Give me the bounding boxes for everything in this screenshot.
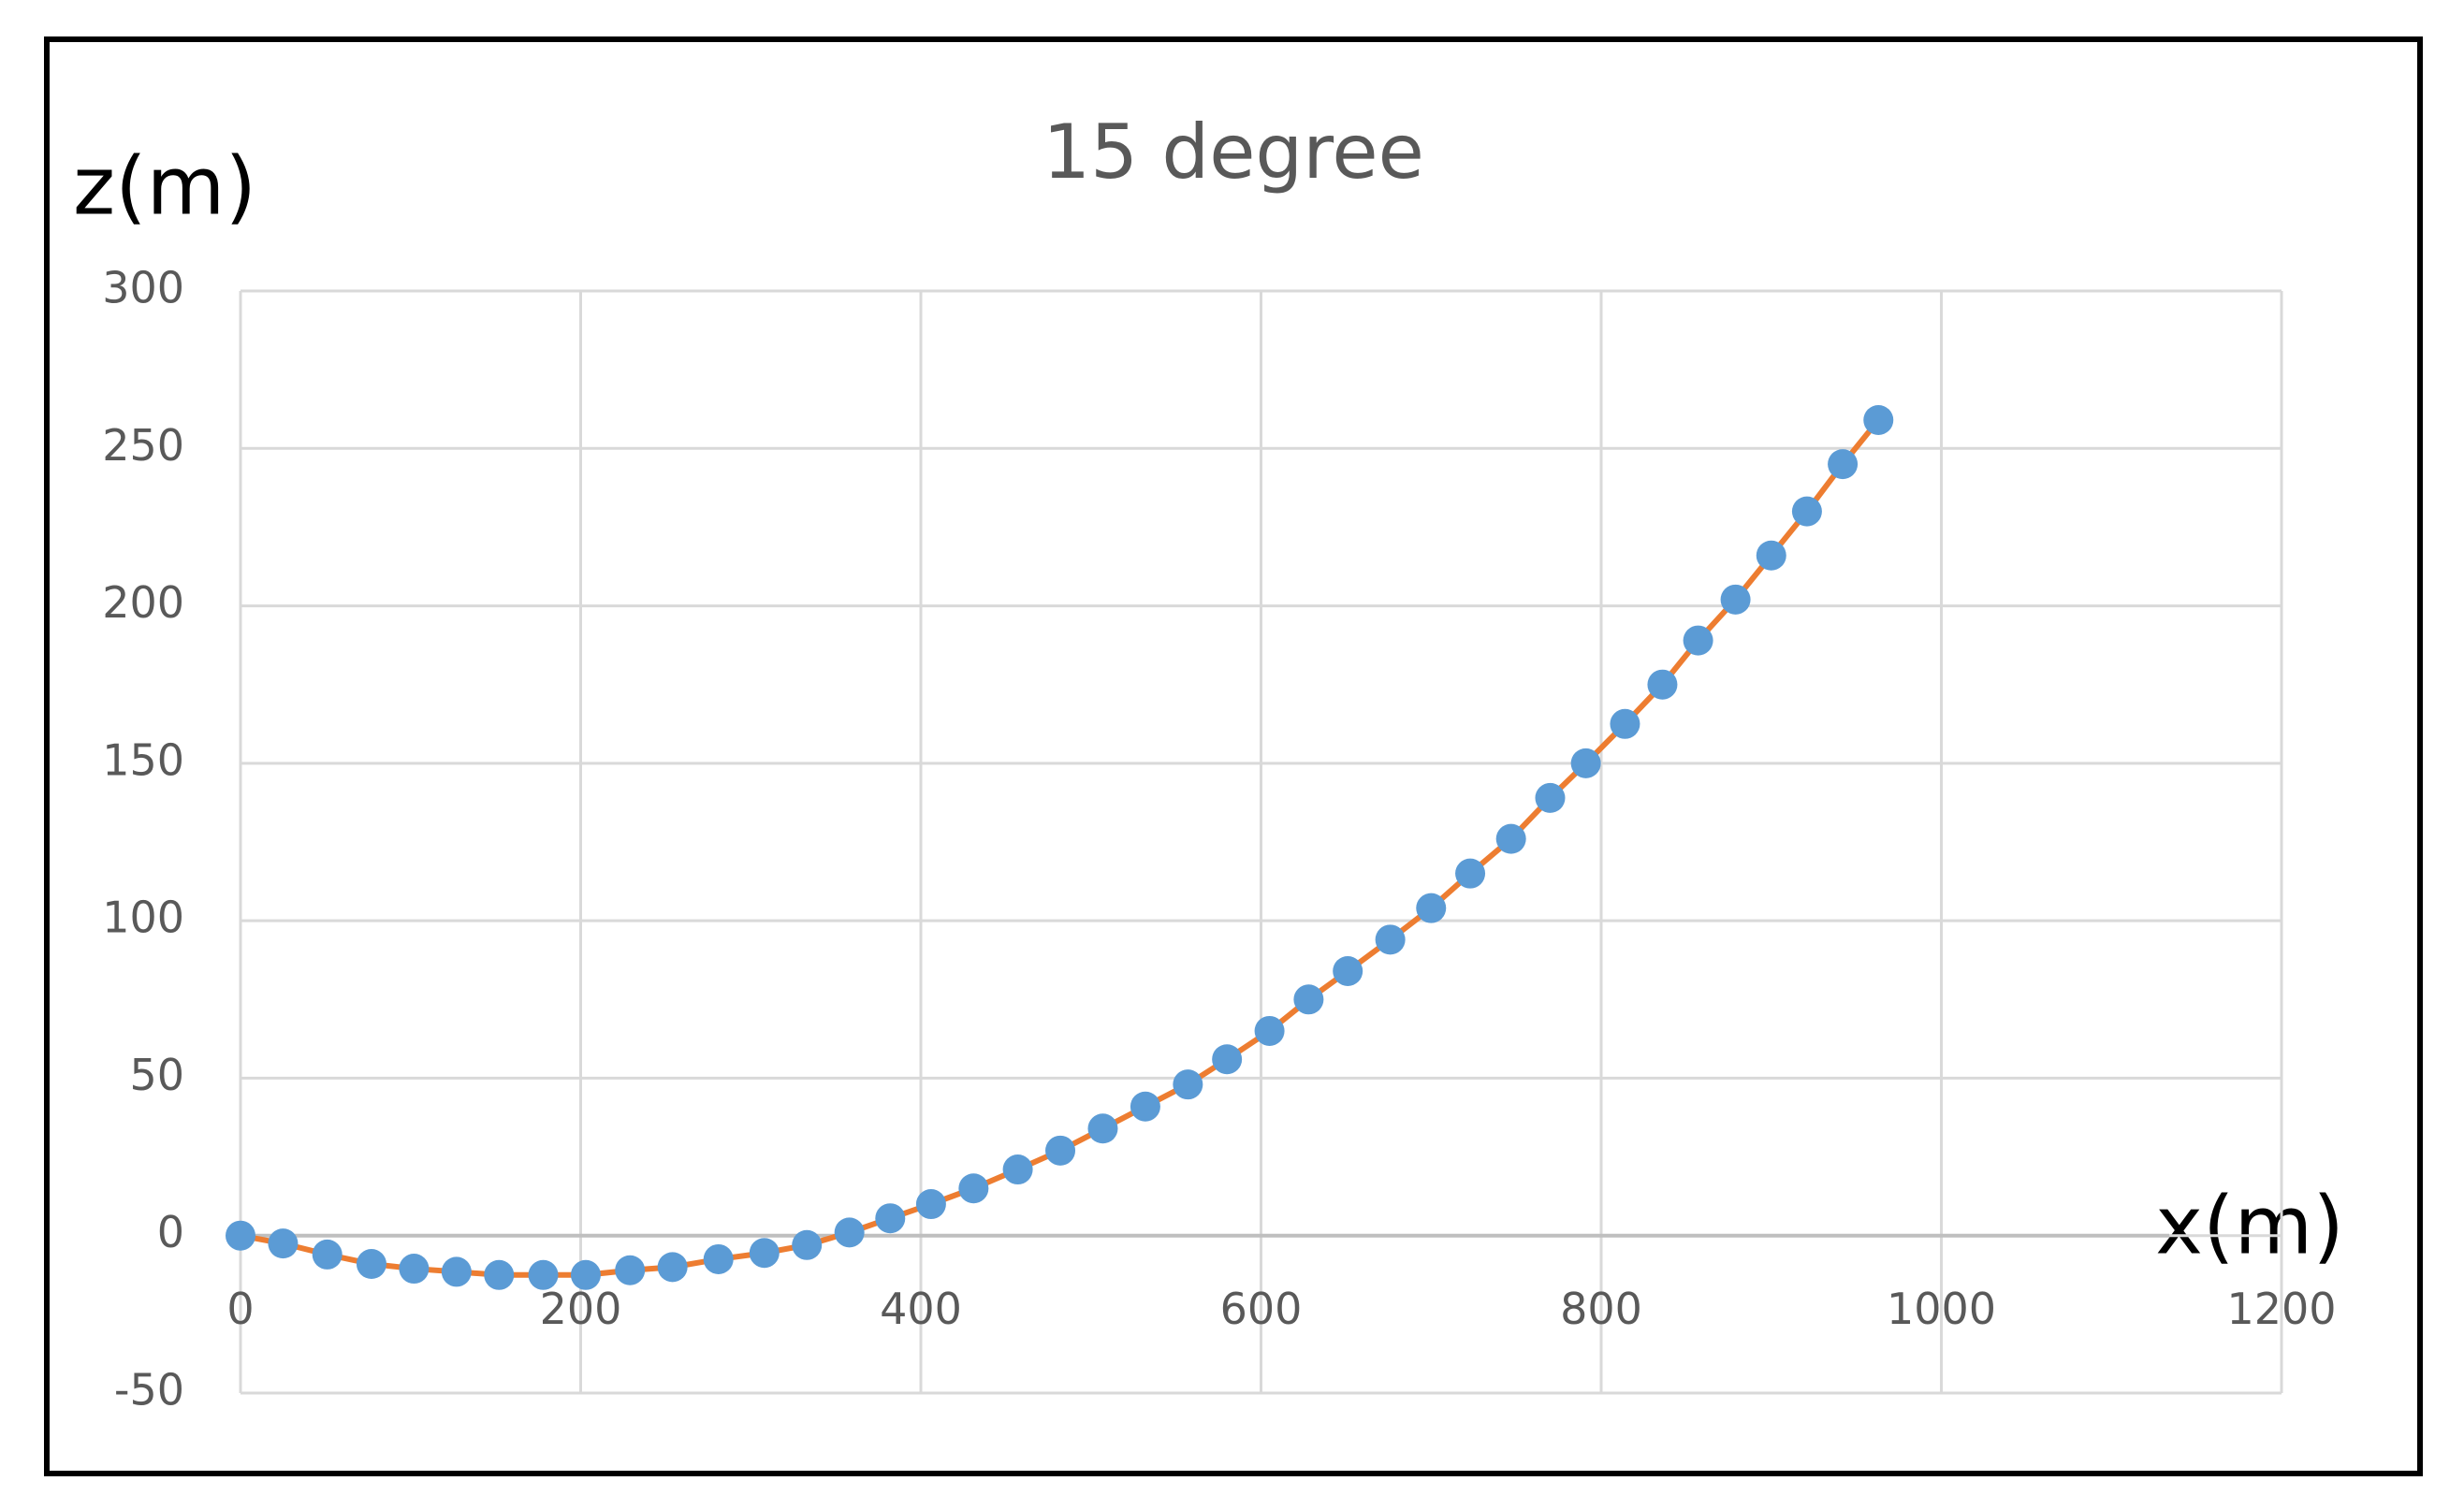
data-point: [1455, 858, 1486, 889]
data-point: [1375, 924, 1406, 955]
data-point: [484, 1259, 515, 1290]
data-point: [1212, 1044, 1243, 1075]
data-point: [528, 1259, 559, 1290]
y-tick-label: 150: [102, 734, 184, 785]
data-point: [1045, 1135, 1076, 1166]
y-tick-label: 300: [102, 263, 184, 313]
data-point: [1173, 1069, 1203, 1100]
data-point: [1863, 404, 1894, 435]
data-point: [356, 1249, 386, 1280]
data-point: [1254, 1015, 1285, 1046]
data-point: [657, 1252, 688, 1283]
data-point: [570, 1259, 601, 1290]
x-tick-label: 400: [880, 1284, 962, 1334]
data-point: [312, 1239, 343, 1270]
data-point: [1495, 823, 1526, 854]
y-tick-label: 100: [102, 893, 184, 943]
y-tick-label: 250: [102, 420, 184, 471]
data-point: [749, 1238, 780, 1269]
data-point: [915, 1189, 946, 1220]
data-point: [1647, 669, 1678, 700]
data-point: [958, 1173, 989, 1204]
x-tick-label: 600: [1220, 1284, 1303, 1334]
x-axis-label: x(m): [2155, 1179, 2344, 1272]
x-tick-label: 1000: [1887, 1284, 1996, 1334]
data-point: [1130, 1091, 1160, 1122]
data-point: [615, 1255, 646, 1285]
data-point: [1720, 584, 1751, 615]
data-point: [1535, 782, 1566, 813]
data-point: [1683, 625, 1713, 656]
data-point: [399, 1254, 430, 1285]
y-axis-label: z(m): [73, 139, 256, 233]
data-point: [1002, 1154, 1033, 1185]
data-point: [703, 1243, 734, 1274]
y-tick-label: 200: [102, 577, 184, 628]
data-point: [1828, 449, 1859, 480]
data-point: [1756, 540, 1786, 571]
y-tick-label: 50: [129, 1050, 184, 1100]
data-point: [1087, 1113, 1118, 1144]
x-tick-label: 800: [1560, 1284, 1642, 1334]
data-point: [1333, 955, 1363, 986]
data-point: [1610, 708, 1640, 739]
data-point: [834, 1217, 865, 1248]
x-tick-label: 1200: [2226, 1284, 2336, 1334]
x-tick-label: 0: [226, 1284, 254, 1334]
y-tick-label: -50: [114, 1365, 184, 1416]
data-point: [875, 1203, 906, 1234]
data-point: [1570, 748, 1601, 778]
data-point: [226, 1220, 255, 1251]
data-point: [268, 1228, 299, 1259]
chart-title: 15 degree: [1042, 109, 1424, 196]
data-point: [441, 1256, 472, 1287]
frame: [44, 36, 2423, 1476]
data-point: [792, 1229, 823, 1260]
data-point: [1416, 893, 1447, 923]
data-point: [1791, 496, 1822, 527]
data-point: [1293, 984, 1324, 1015]
x-tick-label: 200: [540, 1284, 622, 1334]
y-tick-label: 0: [157, 1207, 184, 1257]
